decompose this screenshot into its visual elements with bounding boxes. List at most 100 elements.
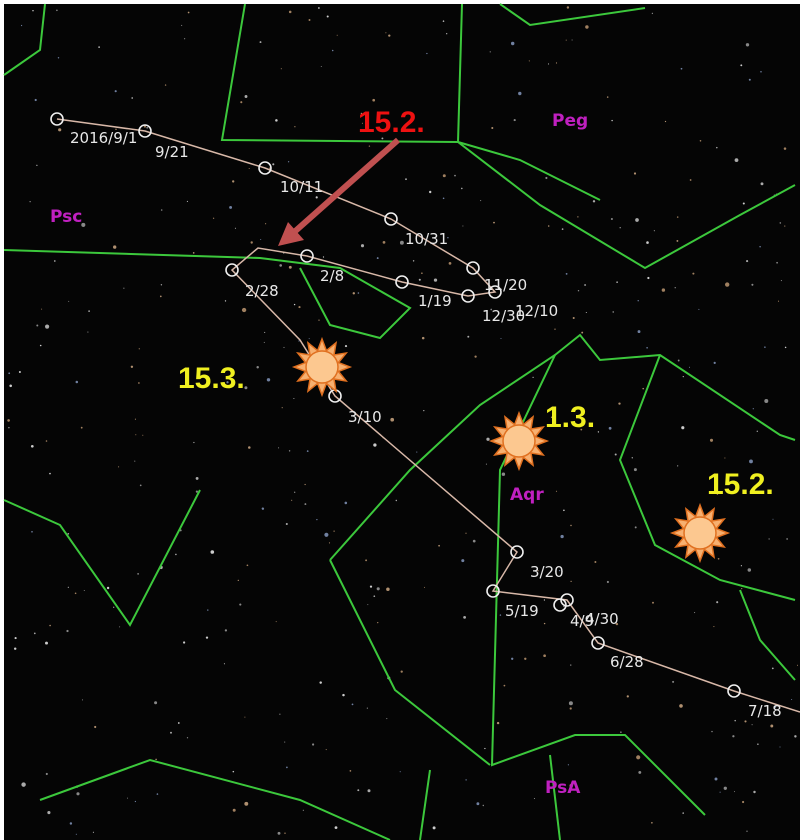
star: [250, 241, 253, 244]
constellation-line: [549, 754, 561, 840]
star: [634, 526, 637, 529]
star: [248, 167, 250, 170]
star: [543, 654, 546, 658]
star: [545, 176, 548, 180]
star: [698, 308, 700, 310]
star: [294, 491, 296, 493]
star: [791, 698, 793, 701]
star: [606, 96, 609, 98]
star: [585, 311, 587, 314]
star: [244, 95, 248, 98]
star: [275, 119, 278, 122]
star: [186, 737, 189, 739]
star: [322, 256, 325, 258]
star: [195, 476, 199, 480]
star: [123, 287, 125, 289]
star: [467, 335, 470, 338]
star: [56, 9, 58, 12]
star: [260, 238, 262, 241]
star: [248, 446, 251, 449]
date-label: 11/20: [484, 276, 527, 294]
star: [113, 606, 115, 608]
sun-disc: [683, 516, 717, 550]
star: [561, 228, 564, 230]
annotation: 15.2.: [358, 106, 425, 139]
star: [724, 457, 726, 459]
path-point: [50, 112, 64, 126]
star: [770, 724, 774, 728]
star: [287, 161, 290, 163]
star: [442, 197, 445, 200]
star: [744, 720, 747, 723]
star: [264, 331, 266, 333]
star: [752, 408, 754, 410]
star: [226, 381, 229, 384]
star: [676, 239, 679, 242]
star: [386, 718, 388, 720]
star: [503, 684, 506, 687]
star: [679, 704, 683, 708]
star: [524, 657, 527, 660]
star: [748, 78, 751, 81]
annotation: 1.3.: [545, 401, 595, 434]
constellation-line: [329, 333, 796, 561]
star: [39, 344, 42, 347]
star: [699, 140, 702, 142]
star: [76, 792, 80, 796]
star: [284, 832, 286, 834]
star: [547, 63, 550, 65]
constellation-line: [739, 589, 796, 681]
date-label: 1/19: [418, 292, 452, 310]
star: [319, 681, 322, 684]
star: [756, 430, 758, 432]
date-label: 7/18: [748, 702, 782, 720]
star: [472, 539, 476, 543]
star: [732, 735, 735, 738]
star: [681, 426, 685, 430]
star: [349, 770, 352, 772]
star: [293, 303, 296, 306]
star: [677, 359, 680, 362]
star: [465, 532, 467, 534]
star: [234, 227, 236, 229]
star: [376, 257, 379, 260]
star: [135, 434, 137, 436]
star: [279, 713, 281, 715]
constellation-line: [419, 769, 431, 840]
star: [429, 190, 432, 194]
star: [786, 538, 788, 540]
star: [555, 490, 558, 492]
star: [733, 791, 736, 793]
star: [489, 51, 491, 53]
star: [291, 499, 293, 501]
star: [279, 264, 283, 267]
star: [286, 766, 288, 769]
star: [784, 346, 787, 349]
star: [351, 703, 354, 706]
star: [98, 46, 100, 48]
star: [186, 200, 188, 202]
star: [760, 182, 764, 186]
star: [381, 137, 384, 140]
date-label: 12/10: [515, 302, 558, 320]
star: [518, 91, 522, 96]
star: [224, 629, 228, 632]
star: [272, 163, 275, 166]
date-label: 12/30: [482, 307, 525, 325]
star: [302, 809, 304, 811]
star: [768, 538, 770, 540]
star: [256, 365, 259, 369]
star: [324, 532, 329, 537]
star: [746, 830, 748, 832]
star: [192, 252, 195, 254]
star: [584, 283, 587, 287]
annotation: 15.3.: [178, 362, 245, 395]
star: [674, 287, 676, 289]
star: [75, 380, 79, 384]
star: [618, 402, 621, 405]
star: [482, 804, 485, 807]
constellation-line: [3, 249, 412, 340]
star: [563, 606, 565, 608]
star: [304, 503, 307, 506]
star: [608, 426, 612, 430]
